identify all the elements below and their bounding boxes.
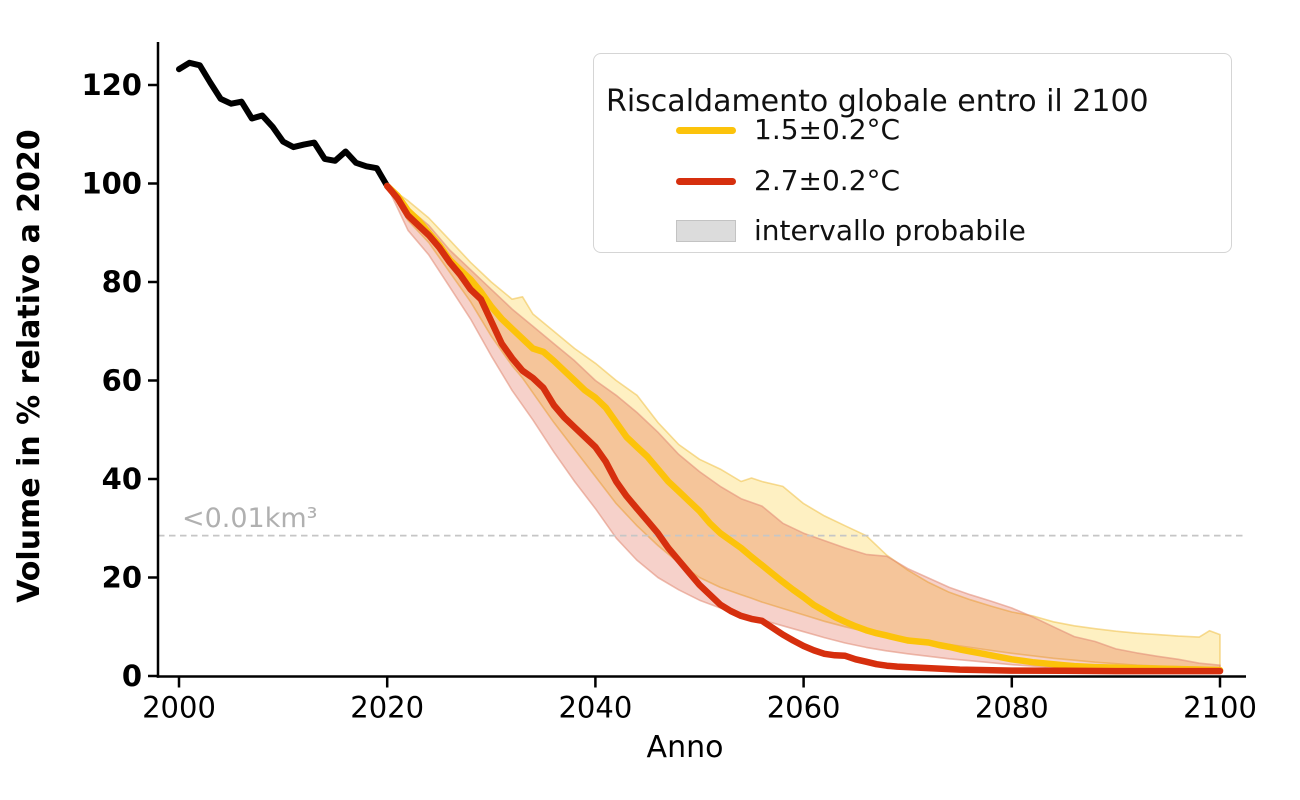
threshold-label: <0.01km³ xyxy=(182,503,318,534)
legend-label-1p5: 1.5±0.2°C xyxy=(754,113,901,146)
y-axis-ticks: 0 20 40 60 80 100 120 xyxy=(81,68,158,693)
svg-text:2000: 2000 xyxy=(142,691,216,725)
svg-text:2040: 2040 xyxy=(558,691,632,725)
svg-text:120: 120 xyxy=(81,68,142,102)
x-axis-title: Anno xyxy=(646,730,724,765)
svg-text:2100: 2100 xyxy=(1183,691,1257,725)
line-2p7 xyxy=(383,182,1224,675)
legend-item-likely-range: intervallo probabile xyxy=(594,214,1231,248)
y-axis-title: Volume in % relativo a 2020 xyxy=(12,129,47,603)
svg-text:100: 100 xyxy=(81,167,142,201)
legend-swatch-2p7-line xyxy=(676,178,736,185)
line-1p5 xyxy=(383,182,1224,674)
svg-text:2080: 2080 xyxy=(975,691,1049,725)
legend-item-1p5: 1.5±0.2°C xyxy=(594,113,1231,147)
legend-item-2p7: 2.7±0.2°C xyxy=(594,164,1231,198)
svg-text:2020: 2020 xyxy=(350,691,424,725)
legend-title: Riscaldamento globale entro il 2100 xyxy=(606,84,1149,119)
legend: Riscaldamento globale entro il 2100 1.5±… xyxy=(593,53,1232,253)
svg-text:80: 80 xyxy=(102,265,142,299)
legend-swatch-likely-range-patch xyxy=(676,220,736,242)
band-1p5 xyxy=(386,185,1221,669)
historical-line xyxy=(176,59,391,189)
legend-swatch-1p5-line xyxy=(676,127,736,134)
svg-text:40: 40 xyxy=(102,462,142,496)
x-axis-ticks: 2000 2020 2040 2060 2080 2100 xyxy=(142,676,1257,725)
svg-text:0: 0 xyxy=(122,659,142,693)
axes xyxy=(156,42,1246,678)
legend-label-2p7: 2.7±0.2°C xyxy=(754,164,901,197)
legend-label-likely-range: intervallo probabile xyxy=(754,214,1026,247)
svg-text:60: 60 xyxy=(102,364,142,398)
svg-text:2060: 2060 xyxy=(767,691,841,725)
svg-text:20: 20 xyxy=(102,561,142,595)
